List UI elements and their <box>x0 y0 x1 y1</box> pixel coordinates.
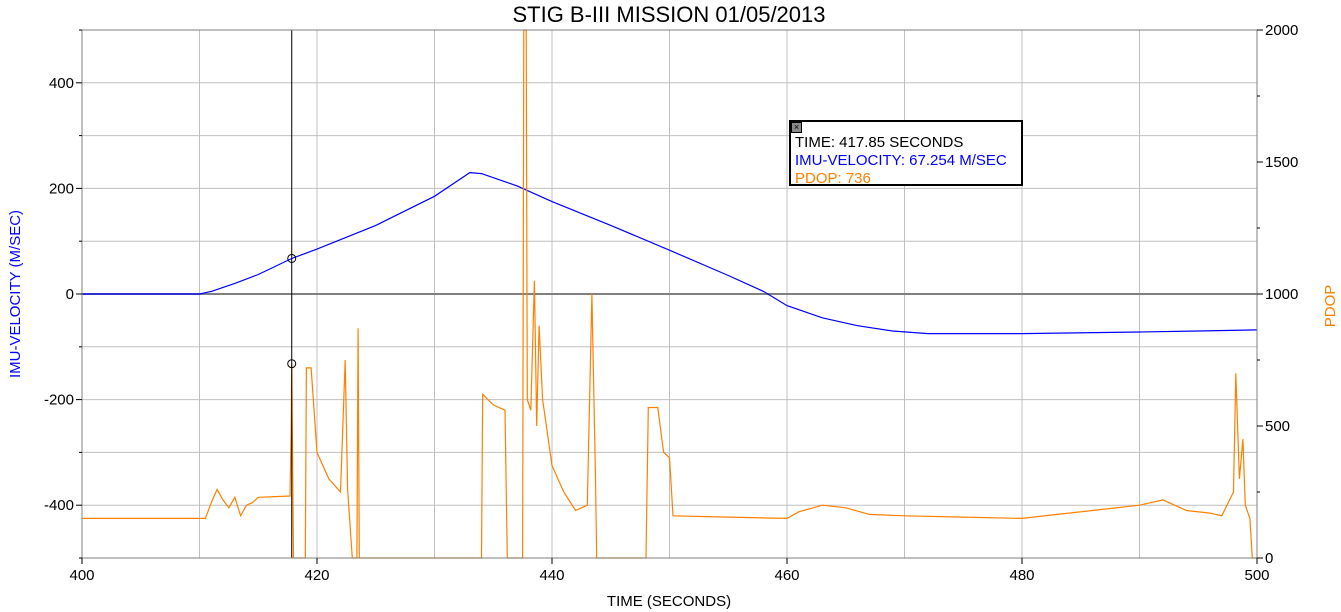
x-tick-label: 460 <box>774 567 799 584</box>
cursor-marker-pdop <box>287 359 297 369</box>
y-left-tick-label: -200 <box>44 392 74 409</box>
close-icon[interactable]: × <box>791 122 802 133</box>
x-tick-label: 420 <box>304 567 329 584</box>
axes: 400 420 440 460 480 5004002000-200-4002000150… <box>44 22 1298 584</box>
y-left-tick-label: -400 <box>44 497 74 514</box>
series-group <box>82 29 1258 559</box>
tooltip-velocity: IMU-VELOCITY: 67.254 M/SEC <box>795 152 1007 169</box>
y-right-tick-label: 1000 <box>1265 286 1298 303</box>
x-tick-label: 500 <box>1244 567 1269 584</box>
data-tooltip: × TIME: 417.85 SECONDS IMU-VELOCITY: 67.… <box>789 120 1023 187</box>
x-tick-label: 480 <box>1009 567 1034 584</box>
y-left-tick-label: 200 <box>49 180 74 197</box>
y-right-tick-label: 2000 <box>1265 22 1298 39</box>
series-imu-velocity <box>82 171 1258 335</box>
y-left-tick-label: 400 <box>49 75 74 92</box>
x-tick-label: 440 <box>539 567 564 584</box>
chart-title: STIG B-III MISSION 01/05/2013 <box>512 2 825 27</box>
grid <box>82 30 1257 558</box>
y-right-tick-label: 1500 <box>1265 154 1298 171</box>
cursor-marker-velocity <box>287 253 297 263</box>
y-right-tick-label: 0 <box>1265 550 1273 567</box>
y-left-tick-label: 0 <box>66 286 74 303</box>
x-axis-label: TIME (SECONDS) <box>607 593 731 610</box>
tooltip-pdop: PDOP: 736 <box>795 170 871 187</box>
y-axis-right-label: PDOP <box>1322 285 1339 328</box>
y-axis-left-label: IMU-VELOCITY (M/SEC) <box>7 210 24 378</box>
y-right-tick-label: 500 <box>1265 418 1290 435</box>
tooltip-time: TIME: 417.85 SECONDS <box>795 134 964 151</box>
x-tick-label: 400 <box>69 567 94 584</box>
